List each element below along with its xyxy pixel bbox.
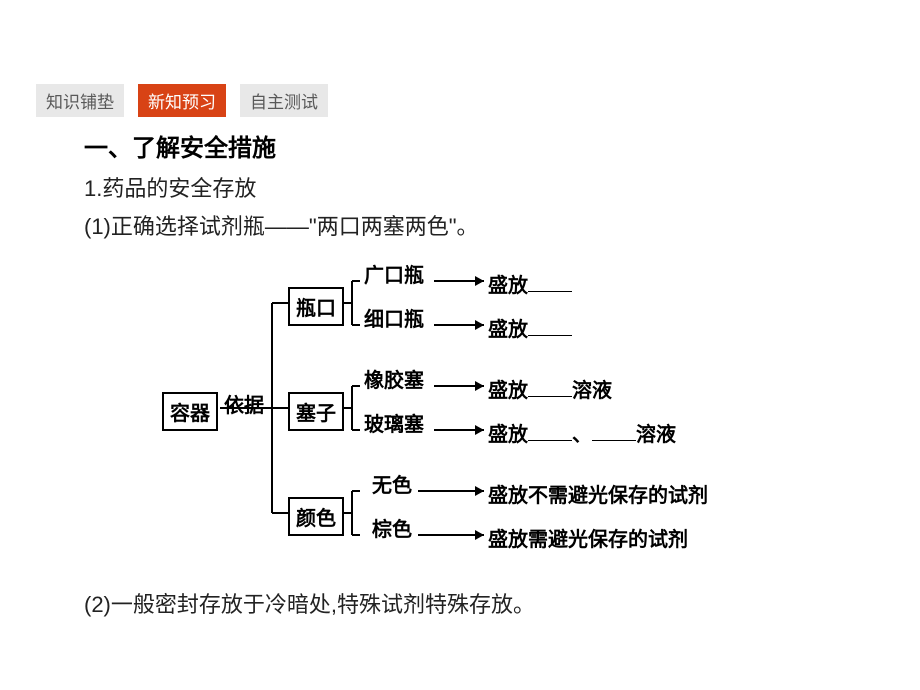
label-wide-mouth: 广口瓶 <box>364 259 424 288</box>
node-root: 容器 <box>162 392 218 431</box>
leaf-6: 盛放需避光保存的试剂 <box>488 523 688 552</box>
edge-label-root: 依据 <box>224 389 264 418</box>
tab-selftest[interactable]: 自主测试 <box>240 84 328 117</box>
point-1: (1)正确选择试剂瓶——"两口两塞两色"。 <box>84 209 880 241</box>
tree-diagram: 容器依据瓶口塞子颜色广口瓶细口瓶橡胶塞玻璃塞无色棕色盛放盛放盛放溶液盛放、溶液盛… <box>144 247 904 577</box>
leaf-1: 盛放 <box>488 269 572 298</box>
label-narrow-mouth: 细口瓶 <box>364 303 424 332</box>
leaf-4: 盛放、溶液 <box>488 418 676 447</box>
label-glass: 玻璃塞 <box>364 408 424 437</box>
tab-knowledge[interactable]: 知识铺垫 <box>36 84 124 117</box>
main-content: 一、了解安全措施 1.药品的安全存放 (1)正确选择试剂瓶——"两口两塞两色"。… <box>84 128 880 619</box>
label-rubber: 橡胶塞 <box>364 364 424 393</box>
tab-bar: 知识铺垫 新知预习 自主测试 <box>36 84 328 117</box>
node-stopper: 塞子 <box>288 392 344 431</box>
label-colorless: 无色 <box>372 469 412 498</box>
leaf-5: 盛放不需避光保存的试剂 <box>488 479 708 508</box>
node-color: 颜色 <box>288 497 344 536</box>
leaf-2: 盛放 <box>488 313 572 342</box>
node-bottle-mouth: 瓶口 <box>288 287 344 326</box>
tab-preview[interactable]: 新知预习 <box>138 84 226 117</box>
subsection-heading: 1.药品的安全存放 <box>84 171 880 203</box>
label-brown: 棕色 <box>372 513 412 542</box>
section-heading: 一、了解安全措施 <box>84 128 880 163</box>
point-2: (2)一般密封存放于冷暗处,特殊试剂特殊存放。 <box>84 587 880 619</box>
leaf-3: 盛放溶液 <box>488 374 612 403</box>
